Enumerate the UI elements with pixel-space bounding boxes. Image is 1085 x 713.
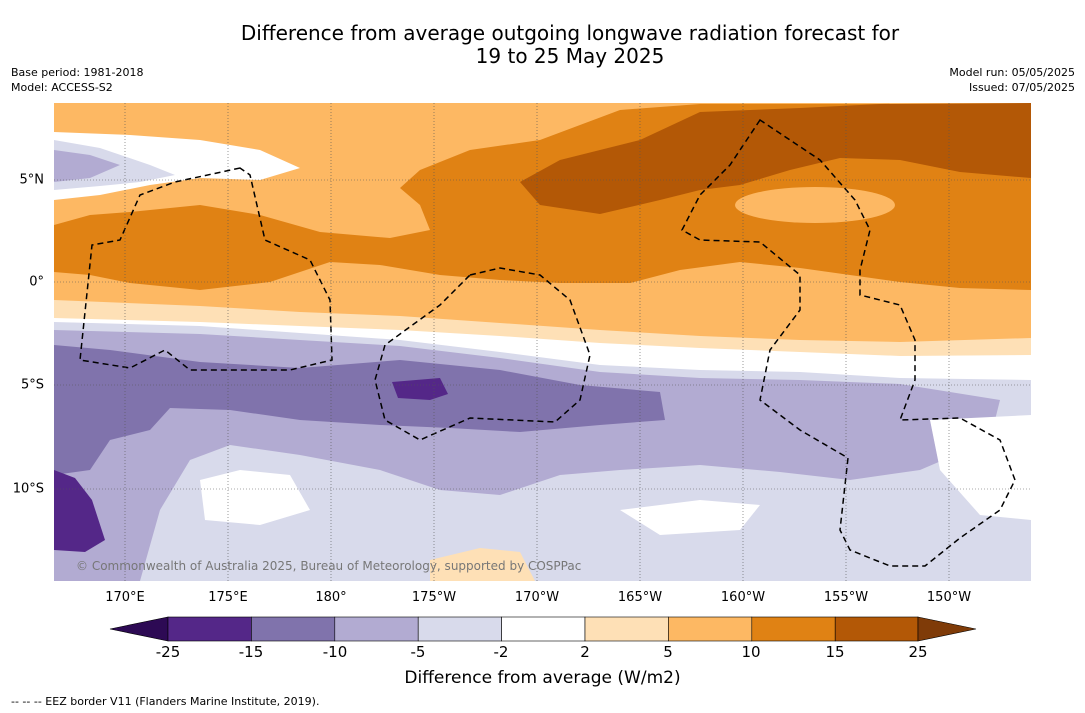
lon-label: 170°W bbox=[514, 590, 560, 605]
lat-label: 5°S bbox=[20, 377, 44, 393]
colorbar-tick: 25 bbox=[908, 643, 928, 661]
colorbar-extend-high bbox=[917, 616, 977, 642]
colorbar-tick: 5 bbox=[663, 643, 673, 661]
colorbar-tick: 15 bbox=[825, 643, 845, 661]
colorbar-cell bbox=[501, 616, 586, 642]
colorbar-cell bbox=[417, 616, 502, 642]
colorbar-tick: 2 bbox=[580, 643, 590, 661]
eez-borders bbox=[79, 118, 1016, 567]
band-white-sw bbox=[200, 470, 310, 525]
base-period: Base period: 1981-2018 bbox=[11, 66, 144, 79]
map-title: Difference from average outgoing longwav… bbox=[0, 22, 1085, 68]
colorbar-tick: -15 bbox=[238, 643, 264, 661]
band-brown bbox=[520, 103, 1031, 214]
eez-legend-note: -- -- -- EEZ border V11 (Flanders Marine… bbox=[11, 695, 320, 708]
title-line-1: Difference from average outgoing longwav… bbox=[240, 21, 900, 45]
colorbar-cell bbox=[584, 616, 669, 642]
band-lavender-nw bbox=[54, 150, 120, 182]
colorbar-cell bbox=[167, 616, 252, 642]
colorbar-tick: 10 bbox=[741, 643, 761, 661]
band-white-se bbox=[620, 500, 760, 535]
lon-label: 175°E bbox=[208, 590, 248, 605]
graticule bbox=[54, 103, 1031, 581]
colorbar-extend-low bbox=[109, 616, 169, 642]
orange-patch bbox=[735, 187, 895, 223]
lon-label: 165°W bbox=[617, 590, 663, 605]
colorbar-tick: -10 bbox=[322, 643, 348, 661]
colorbar-tick: -5 bbox=[410, 643, 426, 661]
lon-label: 170°E bbox=[105, 590, 145, 605]
lat-label: 0° bbox=[29, 274, 44, 290]
lon-label: 175°W bbox=[411, 590, 457, 605]
colorbar-tick: -25 bbox=[155, 643, 181, 661]
band-light-orange-south bbox=[430, 548, 535, 581]
band-deep-purple-sw bbox=[54, 470, 105, 552]
meta-left: Base period: 1981-2018 Model: ACCESS-S2 bbox=[11, 65, 143, 95]
colorbar-label: Difference from average (W/m2) bbox=[404, 668, 681, 688]
meta-right: Model run: 05/05/2025 Issued: 07/05/2025 bbox=[949, 65, 1075, 95]
lon-label: 155°W bbox=[823, 590, 869, 605]
model-name: Model: ACCESS-S2 bbox=[11, 81, 113, 94]
anomaly-field bbox=[54, 103, 1031, 581]
lon-label: 150°W bbox=[926, 590, 972, 605]
colorbar-cell bbox=[834, 616, 919, 642]
colorbar-cell bbox=[751, 616, 836, 642]
colorbar-cell bbox=[668, 616, 753, 642]
model-run: Model run: 05/05/2025 bbox=[949, 66, 1075, 79]
lon-label: 160°W bbox=[720, 590, 766, 605]
lat-label: 10°S bbox=[12, 481, 44, 497]
colorbar-tick: -2 bbox=[493, 643, 509, 661]
lat-label: 5°N bbox=[19, 172, 45, 188]
copyright-notice: © Commonwealth of Australia 2025, Bureau… bbox=[76, 559, 582, 573]
title-line-2: 19 to 25 May 2025 bbox=[475, 44, 665, 68]
lon-label: 180° bbox=[315, 590, 347, 605]
issued-date: Issued: 07/05/2025 bbox=[968, 81, 1075, 94]
colorbar-cell bbox=[251, 616, 336, 642]
colorbar-cell bbox=[334, 616, 419, 642]
colorbar bbox=[109, 616, 977, 642]
band-mid-purple bbox=[54, 345, 665, 475]
band-white-east bbox=[930, 415, 1031, 520]
